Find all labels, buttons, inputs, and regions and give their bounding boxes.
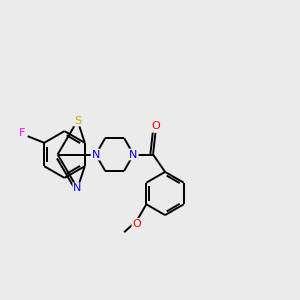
Text: N: N <box>92 149 100 160</box>
Text: S: S <box>74 116 81 125</box>
Text: F: F <box>19 128 26 138</box>
Text: N: N <box>73 184 82 194</box>
Text: O: O <box>151 121 160 131</box>
Text: O: O <box>132 219 141 229</box>
Text: N: N <box>129 149 138 160</box>
